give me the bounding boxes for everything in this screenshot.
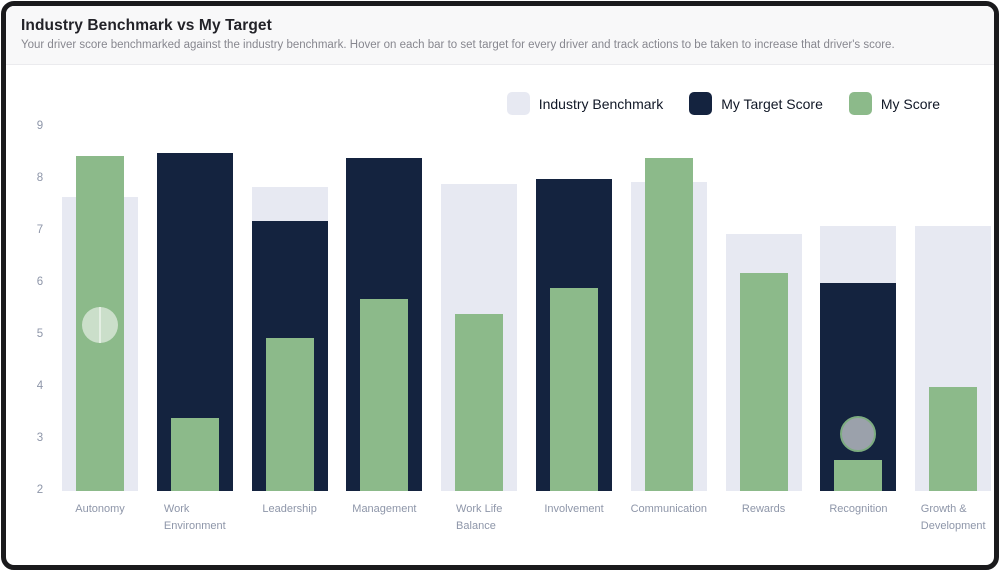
x-axis-label-management: Management bbox=[352, 503, 417, 515]
bar-chart-plot: Industry Benchmark My Target Score My Sc… bbox=[6, 6, 994, 565]
x-axis-label-rewards: Rewards bbox=[741, 503, 786, 515]
y-axis-tick-6: 6 bbox=[36, 276, 44, 288]
legend-swatch-my-target-score bbox=[689, 92, 713, 115]
bar-score-involvement[interactable] bbox=[550, 288, 598, 491]
y-axis-tick-8: 8 bbox=[36, 172, 44, 184]
x-axis-label-leadership: Leadership bbox=[262, 503, 317, 515]
bar-target-recognition[interactable] bbox=[820, 283, 897, 491]
drag-handle-recognition[interactable] bbox=[840, 415, 877, 452]
legend-label-my-target-score: My Target Score bbox=[721, 95, 823, 112]
drag-handle-autonomy[interactable] bbox=[82, 306, 118, 343]
legend-item-my-target-score[interactable]: My Target Score bbox=[689, 92, 823, 115]
x-axis-label-involvement: Involvement bbox=[544, 503, 604, 515]
x-axis-label-autonomy: Autonomy bbox=[75, 503, 125, 515]
x-axis-label-work-environment: Work Environment bbox=[163, 503, 226, 532]
legend-item-my-score[interactable]: My Score bbox=[848, 92, 940, 115]
y-axis-tick-3: 3 bbox=[36, 432, 44, 444]
y-axis-tick-2: 2 bbox=[36, 484, 44, 496]
chart-subtitle: Your driver score benchmarked against th… bbox=[21, 39, 895, 51]
bar-score-rewards[interactable] bbox=[739, 272, 788, 491]
bar-score-growth-development[interactable] bbox=[929, 387, 978, 491]
x-axis-label-growth-development: Growth & Development bbox=[920, 503, 986, 532]
y-axis-tick-5: 5 bbox=[36, 328, 44, 340]
y-axis-tick-7: 7 bbox=[36, 224, 44, 236]
x-axis-label-communication: Communication bbox=[630, 503, 708, 515]
bar-score-leadership[interactable] bbox=[265, 337, 314, 491]
legend-label-my-score: My Score bbox=[880, 95, 940, 112]
legend-swatch-my-score bbox=[848, 92, 872, 115]
bar-score-recognition[interactable] bbox=[834, 459, 883, 491]
legend-swatch-industry-benchmark bbox=[506, 92, 530, 115]
bar-score-communication[interactable] bbox=[644, 158, 693, 491]
legend-label-industry-benchmark: Industry Benchmark bbox=[538, 95, 664, 112]
y-axis-tick-9: 9 bbox=[36, 120, 44, 132]
y-axis-tick-4: 4 bbox=[36, 380, 44, 392]
chart-title: Industry Benchmark vs My Target bbox=[21, 17, 272, 34]
card-header: Industry Benchmark vs My Target Your dri… bbox=[6, 6, 994, 65]
drag-handle-divider bbox=[99, 306, 101, 343]
x-axis-label-recognition: Recognition bbox=[829, 503, 888, 515]
legend-item-industry-benchmark[interactable]: Industry Benchmark bbox=[506, 92, 664, 115]
chart-legend: Industry Benchmark My Target Score My Sc… bbox=[506, 92, 940, 115]
bar-score-work-environment[interactable] bbox=[170, 418, 219, 491]
x-axis-label-work-life-balance: Work Life Balance bbox=[456, 503, 503, 532]
bar-score-work-life-balance[interactable] bbox=[455, 314, 504, 491]
bar-score-management[interactable] bbox=[360, 298, 409, 491]
